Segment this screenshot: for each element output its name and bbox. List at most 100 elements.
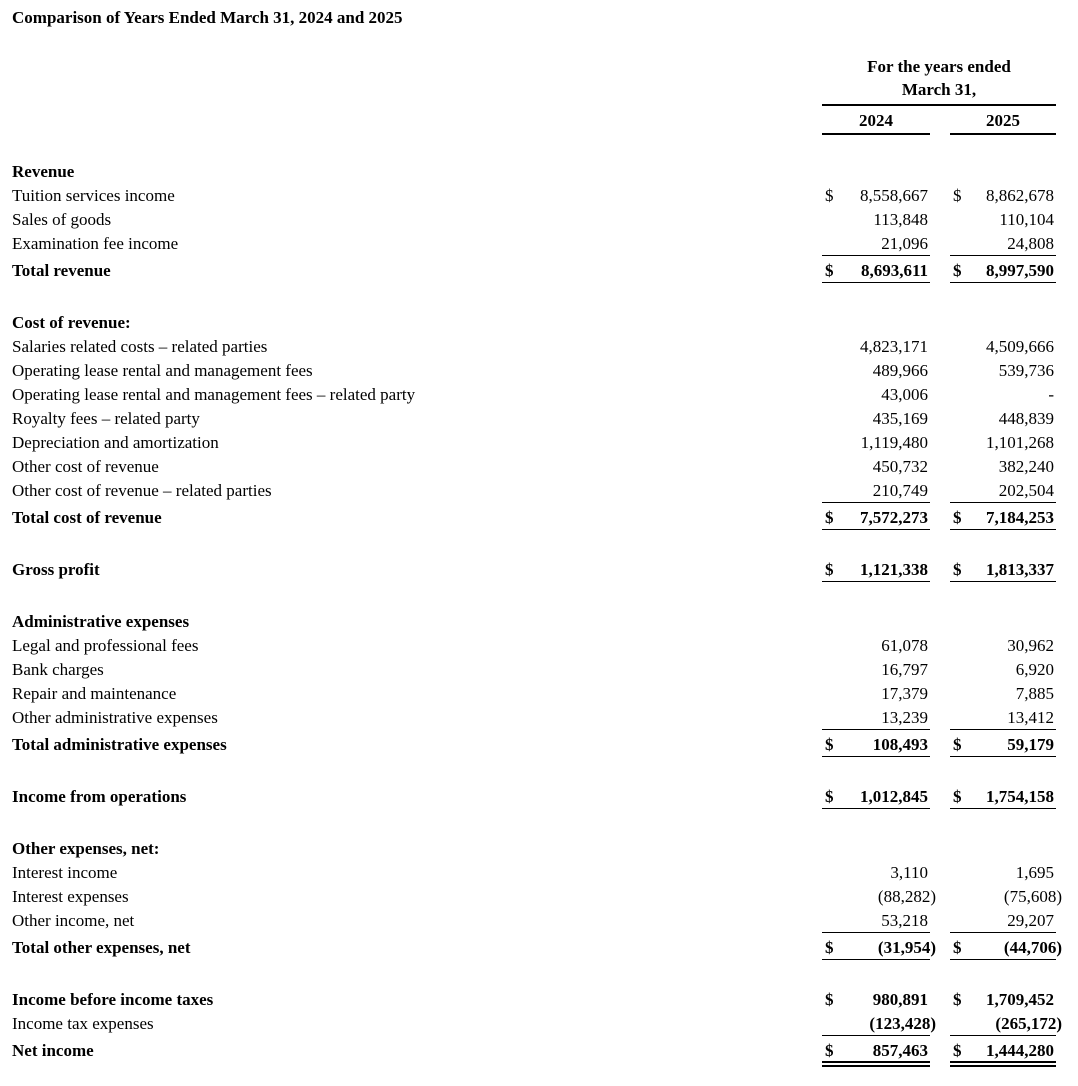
currency-sign: $ — [953, 735, 962, 754]
currency-sign: $ — [953, 1041, 962, 1060]
amount-cell: 43,006 — [822, 383, 930, 406]
amount-cell: $1,121,338 — [822, 558, 930, 582]
row-label: Net income — [12, 1041, 94, 1060]
amount: (88,282) — [877, 887, 936, 906]
amount: 24,808 — [1007, 234, 1054, 253]
amount-cell: $1,754,158 — [950, 785, 1056, 809]
line-item-row: Repair and maintenance 17,379 7,885 — [0, 682, 1078, 706]
currency-sign: $ — [825, 787, 834, 806]
row-label: Legal and professional fees — [12, 636, 199, 655]
amount-cell: 382,240 — [950, 455, 1056, 478]
amount-cell: $59,179 — [950, 733, 1056, 757]
amount: 1,709,452 — [986, 990, 1054, 1009]
row-label: Depreciation and amortization — [12, 433, 219, 452]
amount: (44,706) — [1003, 938, 1062, 957]
amount-cell: 16,797 — [822, 658, 930, 681]
amount: 980,891 — [872, 990, 928, 1009]
amount: (75,608) — [1003, 887, 1062, 906]
row-label: Salaries related costs – related parties — [12, 337, 268, 356]
total-row: Total other expenses, net $ (31,954) $ (44,7… — [0, 936, 1078, 960]
currency-sign: $ — [953, 990, 962, 1009]
section-heading-row: Other expenses, net: — [0, 837, 1078, 861]
amount-cell: 61,078 — [822, 634, 930, 657]
amount-cell: 450,732 — [822, 455, 930, 478]
currency-sign: $ — [953, 787, 962, 806]
amount-cell: $980,891 — [822, 988, 930, 1011]
amount: 3,110 — [890, 863, 928, 882]
amount-cell: - — [950, 383, 1056, 406]
amount: 1,101,268 — [986, 433, 1054, 452]
amount: 202,504 — [998, 481, 1054, 500]
amount-cell: $1,709,452 — [950, 988, 1056, 1011]
total-row: Total cost of revenue $7,572,273 $7,184,25… — [0, 506, 1078, 530]
amount-cell: 4,509,666 — [950, 335, 1056, 358]
amount: 30,962 — [1007, 636, 1054, 655]
amount: 4,823,171 — [860, 337, 928, 356]
line-item-row: Income tax expenses (123,428) (265,172) — [0, 1012, 1078, 1036]
row-label: Examination fee income — [12, 234, 179, 253]
amount: 13,239 — [881, 708, 928, 727]
amount: 382,240 — [998, 457, 1054, 476]
total-row: Income before income taxes $980,891 $1,709… — [0, 988, 1078, 1012]
amount-cell: 13,239 — [822, 706, 930, 730]
amount-cell: 6,920 — [950, 658, 1056, 681]
amount-cell: (75,608) — [950, 885, 1062, 908]
amount-cell: $8,862,678 — [950, 184, 1056, 207]
row-label: Other cost of revenue — [12, 457, 159, 476]
row-label: Royalty fees – related party — [12, 409, 200, 428]
amount: 4,509,666 — [986, 337, 1054, 356]
currency-sign: $ — [953, 508, 962, 527]
amount: 435,169 — [872, 409, 928, 428]
amount-cell: 29,207 — [950, 909, 1056, 933]
amount-cell: 53,218 — [822, 909, 930, 933]
line-item-row: Legal and professional fees 61,078 30,962 — [0, 634, 1078, 658]
row-label: Gross profit — [12, 560, 100, 579]
amount-cell: 435,169 — [822, 407, 930, 430]
line-item-row: Sales of goods 113,848 110,104 — [0, 208, 1078, 232]
amount-cell: (88,282) — [822, 885, 936, 908]
amount-cell: 539,736 — [950, 359, 1056, 382]
amount: 857,463 — [872, 1041, 928, 1060]
section-heading: Administrative expenses — [12, 612, 190, 631]
amount: 8,862,678 — [986, 186, 1054, 205]
line-item-row: Interest expenses (88,282) (75,608) — [0, 885, 1078, 909]
amount-cell: 3,110 — [822, 861, 930, 884]
currency-sign: $ — [825, 261, 834, 280]
line-item-row: Depreciation and amortization 1,119,480 1,… — [0, 431, 1078, 455]
section-heading: Other expenses, net: — [12, 839, 160, 858]
amount: 13,412 — [1007, 708, 1054, 727]
amount-cell: $7,184,253 — [950, 506, 1056, 530]
row-label: Bank charges — [12, 660, 104, 679]
line-item-row: Royalty fees – related party 435,169 448,8… — [0, 407, 1078, 431]
line-item-row: Other administrative expenses 13,239 13,41… — [0, 706, 1078, 730]
amount-cell: $ (31,954) — [822, 936, 936, 960]
amount: 16,797 — [881, 660, 928, 679]
year-header: 2024 — [822, 109, 930, 135]
amount: 489,966 — [872, 361, 928, 380]
section-heading: Revenue — [12, 162, 75, 181]
amount: 448,839 — [998, 409, 1054, 428]
amount: 7,184,253 — [986, 508, 1054, 527]
amount-cell: 1,101,268 — [950, 431, 1056, 454]
row-label: Other cost of revenue – related parties — [12, 481, 272, 500]
line-item-row: Operating lease rental and management fe… — [0, 359, 1078, 383]
amount: 1,813,337 — [986, 560, 1054, 579]
year-header: 2025 — [950, 109, 1056, 135]
statement-table: Revenue Tuition services income $8,558,667… — [0, 160, 1078, 1067]
amount: 108,493 — [872, 735, 928, 754]
section-heading-row: Cost of revenue: — [0, 311, 1078, 335]
amount-cell: (123,428) — [822, 1012, 936, 1036]
row-label: Sales of goods — [12, 210, 112, 229]
amount: 1,121,338 — [860, 560, 928, 579]
line-item-row: Operating lease rental and management fe… — [0, 383, 1078, 407]
amount: 1,012,845 — [860, 787, 928, 806]
row-label: Interest income — [12, 863, 118, 882]
total-row: Net income $857,463 $1,444,280 — [0, 1039, 1078, 1067]
line-item-row: Other cost of revenue 450,732 382,240 — [0, 455, 1078, 479]
total-row: Total revenue $8,693,611 $8,997,590 — [0, 259, 1078, 283]
amount-cell: $7,572,273 — [822, 506, 930, 530]
amount-cell: 17,379 — [822, 682, 930, 705]
currency-sign: $ — [825, 186, 834, 205]
amount: (265,172) — [995, 1014, 1062, 1033]
